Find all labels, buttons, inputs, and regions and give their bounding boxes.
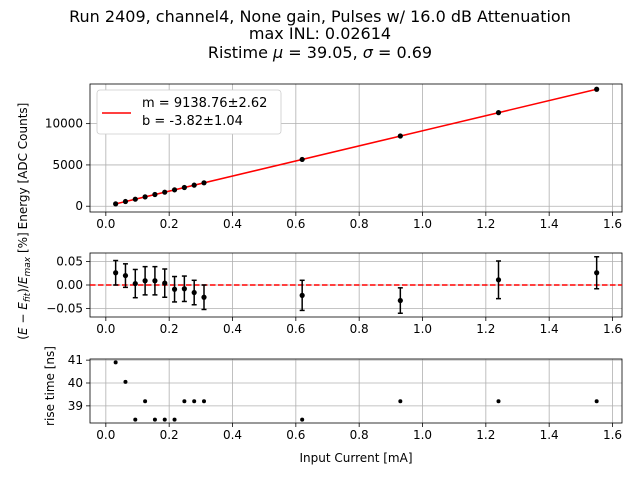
energy-ylabel: Energy [ADC Counts]: [16, 103, 30, 230]
residual-xtick-label: 0.8: [350, 322, 369, 336]
energy-xtick-label: 1.2: [476, 217, 495, 231]
legend-fit-m: m = 9138.76±2.62: [142, 96, 267, 111]
residual-point: [191, 289, 197, 296]
risetime-point: [182, 399, 187, 404]
risetime-point: [113, 360, 118, 365]
residual-xtick-label: 0.4: [223, 322, 242, 336]
energy-point: [181, 184, 187, 191]
energy-point: [299, 156, 305, 163]
residual-xtick-label: 1.4: [540, 322, 559, 336]
risetime-point: [192, 399, 197, 404]
energy-xtick-label: 1.0: [413, 217, 432, 231]
risetime-point: [152, 417, 157, 422]
energy-ytick-label: 10000: [45, 117, 83, 131]
energy-frame: [89, 83, 623, 213]
residual-ytick-label: 0.00: [56, 278, 83, 292]
energy-xtick-label: 1.4: [540, 217, 559, 231]
xlabel: Input Current [mA]: [299, 451, 412, 465]
energy-point: [132, 196, 138, 202]
residual-xtick-label: 1.2: [476, 322, 495, 336]
energy-point: [142, 194, 148, 200]
energy-xtick-label: 0.8: [350, 217, 369, 231]
risetime-ytick-label: 41: [68, 353, 83, 367]
risetime-xtick-label: 0.8: [350, 428, 369, 442]
risetime-point: [398, 399, 403, 404]
title-line1: Run 2409, channel4, None gain, Pulses w/…: [69, 7, 571, 26]
risetime-ytick-label: 39: [68, 399, 83, 413]
energy-xtick-label: 0.2: [160, 217, 179, 231]
risetime-xtick-label: 0.2: [160, 428, 179, 442]
residual-xtick-label: 1.6: [603, 322, 622, 336]
residual-point: [162, 280, 168, 286]
residual-panel: 0.0 0.2 0.4 0.6 0.8 1.0 1.2 1.4 1.6 −0.05 0.00 0.05: [46, 252, 623, 336]
risetime-point: [496, 399, 501, 404]
residual-xtick-label: 0.2: [160, 322, 179, 336]
legend-fit-b: b = -3.82±1.04: [142, 114, 243, 129]
risetime-point: [202, 399, 206, 404]
risetime-xtick-label: 0.4: [223, 428, 242, 442]
risetime-xtick-label: 0.6: [286, 428, 305, 442]
residual-point: [122, 272, 129, 279]
residual-point: [152, 278, 158, 284]
energy-point: [171, 187, 178, 193]
risetime-point: [143, 399, 148, 404]
risetime-xtick-label: 1.4: [540, 428, 559, 442]
energy-point: [397, 133, 403, 139]
risetime-point: [594, 399, 599, 404]
residual-point: [132, 280, 138, 287]
energy-ytick-label: 0: [75, 199, 83, 213]
risetime-ylabel: rise time [ns]: [43, 346, 57, 426]
risetime-xtick-label: 0.0: [96, 428, 115, 442]
risetime-xtick-label: 1.2: [476, 428, 495, 442]
energy-panel: 0.0 0.2 0.4 0.6 0.8 1.0 1.2 1.4 1.6 0 5000 10000 m =…: [45, 83, 623, 231]
energy-point: [122, 198, 129, 205]
energy-point: [201, 180, 207, 186]
residual-point: [171, 286, 178, 292]
energy-xtick-label: 0.6: [286, 217, 305, 231]
risetime-point: [123, 379, 128, 384]
residual-xtick-label: 0.6: [286, 322, 305, 336]
risetime-panel: 0.0 0.2 0.4 0.6 0.8 1.0 1.2 1.4 1.6 39 40 41: [68, 353, 623, 442]
legend-box: [96, 89, 282, 135]
energy-xtick-label: 0.4: [223, 217, 242, 231]
risetime-point: [133, 417, 138, 422]
title-line2: max INL: 0.02614: [249, 24, 391, 43]
residual-point: [181, 286, 187, 292]
energy-point: [162, 189, 168, 195]
risetime-xtick-label: 1.6: [603, 428, 622, 442]
risetime-frame: [89, 358, 623, 424]
residual-point: [142, 278, 148, 284]
risetime-point: [300, 417, 305, 422]
energy-xtick-label: 0.0: [96, 217, 115, 231]
risetime-ytick-label: 40: [68, 376, 83, 390]
residual-point: [397, 297, 403, 304]
risetime-point: [172, 417, 177, 422]
residual-point: [201, 294, 207, 300]
residual-point: [495, 277, 502, 283]
risetime-point: [162, 417, 167, 422]
residual-xtick-label: 1.0: [413, 322, 432, 336]
residual-point: [299, 292, 305, 298]
legend: m = 9138.76±2.62 b = -3.82±1.04: [96, 89, 282, 135]
energy-ytick-label: 5000: [52, 158, 83, 172]
residual-xtick-label: 0.0: [96, 322, 115, 336]
energy-point: [152, 191, 158, 198]
risetime-xtick-label: 1.0: [413, 428, 432, 442]
energy-point: [113, 201, 119, 207]
residual-ytick-label: −0.05: [46, 302, 83, 316]
residual-ytick-label: 0.05: [56, 254, 83, 268]
energy-point: [495, 110, 502, 116]
residual-point: [113, 270, 119, 276]
title-line3: Ristime μ = 39.05, σ = 0.69: [208, 43, 432, 62]
residual-point: [594, 270, 600, 276]
energy-xtick-label: 1.6: [603, 217, 622, 231]
energy-point: [594, 86, 600, 92]
energy-point: [191, 182, 197, 188]
residual-ylabel: (E − Efit)/Emax [%]: [16, 232, 33, 339]
